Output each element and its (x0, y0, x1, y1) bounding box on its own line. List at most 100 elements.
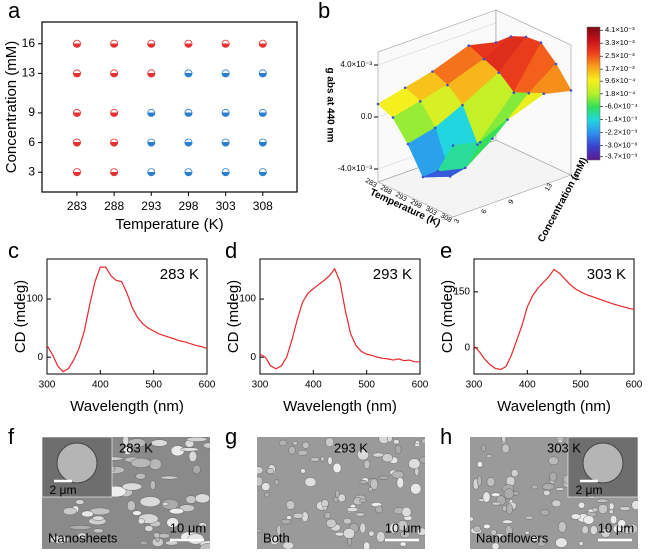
x-tick-label: 300 (466, 380, 483, 391)
particle (506, 503, 513, 515)
data-point (184, 69, 193, 78)
data-point (258, 168, 267, 177)
particle (368, 530, 375, 537)
annotation: 303 K (587, 266, 626, 283)
particle (396, 477, 404, 489)
inset-scale-label: 2 μm (576, 483, 603, 497)
scale-label: 10 μm (385, 520, 421, 535)
particle (160, 475, 179, 480)
data-point (221, 69, 230, 78)
particle (578, 501, 586, 509)
x-tick-label: 303 (424, 205, 438, 217)
particle (358, 498, 367, 503)
y-axis-label: CD (mdeg) (439, 280, 456, 353)
particle (531, 484, 539, 490)
data-point (110, 108, 119, 117)
particle (511, 469, 519, 478)
data-point (72, 138, 81, 147)
particle (555, 537, 568, 548)
panel-letter: e (440, 238, 452, 263)
x-tick-label: 283 (67, 199, 87, 213)
particle (300, 468, 306, 474)
particle (337, 493, 346, 503)
y-tick-label: 3 (453, 218, 461, 225)
particle (292, 512, 304, 519)
surface-point (482, 57, 486, 61)
colorbar-tick-label: -2.2×10⁻³ (605, 127, 638, 136)
particle (372, 452, 384, 458)
x-tick-label: 600 (412, 380, 429, 391)
particle (257, 476, 263, 487)
particle (343, 517, 352, 525)
particle (600, 528, 611, 538)
particle (555, 487, 565, 491)
particle (556, 443, 562, 454)
particle (280, 518, 292, 525)
surface-point (448, 175, 452, 178)
particle (355, 512, 366, 517)
particle (121, 482, 143, 491)
y-tick-label: 0 (464, 343, 470, 354)
particle (69, 525, 92, 530)
data-point (184, 168, 193, 177)
z-tick-label: -4.0×10⁻³ (338, 164, 373, 173)
particle (127, 500, 136, 512)
particle (274, 479, 280, 486)
particle (334, 531, 345, 537)
annotation: 283 K (160, 266, 199, 283)
x-axis-label: Wavelength (nm) (497, 398, 611, 415)
particle (325, 437, 335, 448)
data-point (221, 108, 230, 117)
particle (608, 502, 615, 511)
data-point (110, 168, 119, 177)
particle (139, 496, 161, 508)
particle (416, 527, 425, 536)
inset-particle (582, 442, 624, 484)
particle (93, 528, 104, 534)
particle (485, 454, 493, 459)
surface-point (391, 116, 395, 119)
particle (543, 490, 551, 496)
data-line (46, 266, 208, 373)
surface-point (436, 169, 440, 173)
panel-letter: a (8, 0, 21, 23)
panel-letter: b (318, 0, 330, 23)
data-point (147, 108, 156, 117)
x-tick-label: 283 (364, 177, 378, 189)
particle (321, 499, 329, 508)
data-point (258, 69, 267, 78)
particle (166, 517, 179, 528)
data-point (72, 39, 81, 48)
particle (549, 471, 557, 482)
particle (368, 486, 373, 492)
y-tick-label: 16 (571, 173, 581, 183)
particle (477, 461, 483, 468)
particle (525, 515, 534, 520)
particle (491, 492, 501, 497)
particle (302, 441, 310, 449)
x-tick-label: 298 (409, 198, 423, 210)
particle (578, 541, 584, 546)
particle (158, 533, 171, 539)
colorbar-tick-label: 4.1×10⁻³ (605, 25, 635, 34)
particle (391, 470, 404, 479)
particle (491, 542, 500, 549)
y-axis-label: CD (mdeg) (12, 280, 29, 353)
y-tick-label: 0 (250, 352, 256, 363)
data-point (147, 138, 156, 147)
particle (608, 509, 614, 514)
particle (482, 491, 491, 503)
y-tick-label: 100 (26, 294, 43, 305)
particle (270, 534, 279, 545)
particle (421, 438, 425, 445)
x-tick-label: 288 (104, 199, 124, 213)
particle (77, 532, 87, 539)
temperature-label: 283 K (119, 440, 153, 455)
particle (410, 483, 422, 495)
panel-letter: f (8, 424, 15, 449)
particle (150, 439, 168, 447)
y-tick-label: 6 (28, 135, 35, 149)
particle (335, 490, 340, 498)
scale-label: 10 μm (170, 520, 206, 535)
particle (139, 540, 148, 546)
